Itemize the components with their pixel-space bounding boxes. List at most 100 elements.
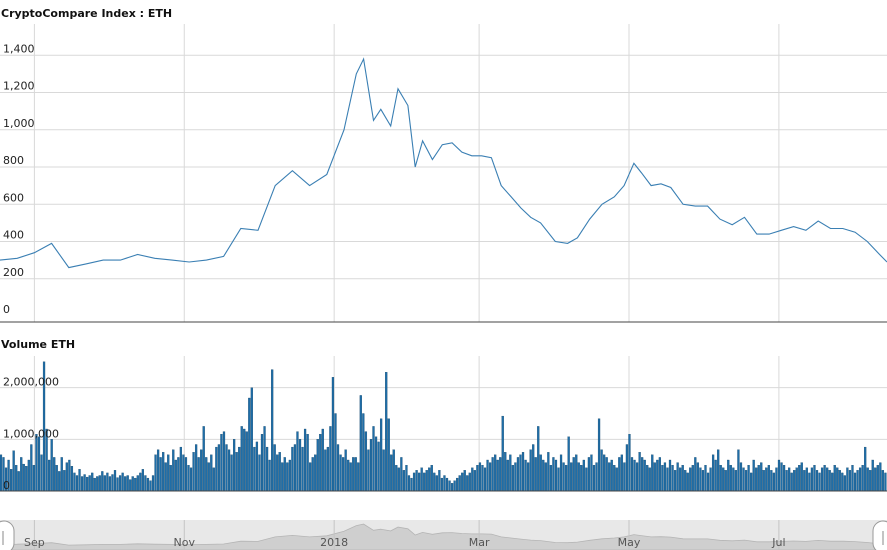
volume-bar [463, 470, 466, 492]
volume-bar [592, 465, 596, 492]
volume-bar [227, 449, 231, 492]
volume-bar [334, 413, 337, 492]
volume-bar [643, 459, 646, 492]
volume-bar [782, 465, 786, 492]
volume-bar [620, 454, 623, 492]
volume-bar [250, 387, 253, 492]
volume-bar [600, 449, 603, 492]
volume-bar [116, 477, 119, 492]
volume-bar [212, 467, 215, 492]
volume-bar [232, 439, 236, 492]
volume-bar [215, 446, 218, 492]
volume-bar [326, 446, 330, 492]
volume-bar [364, 431, 368, 492]
volume-bar [156, 449, 160, 492]
volume-bar [440, 477, 444, 492]
volume-bar [547, 452, 550, 492]
volume-bar [871, 459, 874, 492]
volume-bar [846, 467, 849, 492]
volume-bar [691, 465, 694, 492]
volume-bar [567, 436, 570, 492]
volume-bar [777, 459, 781, 492]
volume-bar [86, 476, 89, 492]
volume-bar [53, 457, 56, 492]
volume-bar [706, 472, 710, 492]
volume-bar [719, 465, 722, 492]
volume-bar [98, 475, 101, 492]
volume-bar [283, 457, 286, 492]
volume-bar [96, 476, 99, 492]
volume-bar [684, 470, 687, 492]
range-navigator[interactable]: Sep Nov 2018 Mar May Jul [0, 520, 887, 550]
volume-y-tick-label: 1,000,000 [3, 427, 59, 440]
volume-bar [443, 475, 446, 492]
volume-bar [202, 426, 205, 492]
volume-bar [316, 439, 319, 492]
volume-bar [772, 472, 776, 492]
volume-bar [220, 434, 223, 492]
volume-bar [752, 459, 755, 492]
volume-bar [532, 444, 535, 492]
volume-bar [108, 476, 112, 492]
volume-bar [501, 415, 504, 492]
volume-bar [230, 454, 233, 492]
volume-bar [27, 459, 30, 492]
volume-bar [820, 467, 824, 492]
volume-bar [430, 465, 433, 492]
volume-bar [377, 441, 380, 492]
volume-bar [412, 472, 416, 492]
volume-bar [458, 475, 461, 492]
volume-bar [709, 467, 712, 492]
volume-bar [879, 462, 882, 492]
volume-bar [253, 446, 256, 492]
volume-bar [671, 465, 674, 492]
volume-bar [0, 454, 3, 492]
volume-bar [499, 457, 502, 492]
volume-bar [329, 426, 332, 492]
volume-bar [265, 446, 269, 492]
volume-bar [93, 477, 96, 492]
volume-bar [268, 459, 271, 492]
volume-bar [341, 457, 345, 492]
navigator-left-handle[interactable] [0, 520, 15, 550]
volume-bar [823, 465, 826, 492]
volume-bar [534, 457, 537, 492]
volume-bar [402, 470, 406, 492]
volume-bar [843, 475, 846, 492]
volume-bar [785, 470, 788, 492]
volume-bar [118, 475, 122, 492]
volume-bar [696, 462, 700, 492]
volume-bar [575, 454, 578, 492]
volume-bar [106, 472, 109, 492]
volume-bar [151, 475, 155, 492]
navigator-x-tick-label: Jul [771, 536, 785, 549]
volume-bar [174, 459, 177, 492]
volume-bar [321, 428, 324, 492]
volume-bar [488, 462, 492, 492]
volume-bar [15, 465, 18, 492]
volume-bar [476, 465, 479, 492]
navigator-right-handle[interactable] [872, 520, 887, 550]
volume-bar [635, 462, 639, 492]
volume-bar [836, 467, 839, 492]
volume-bar [75, 475, 79, 492]
volume-bar [651, 454, 654, 492]
price-plot-area [0, 24, 887, 322]
volume-bar [448, 480, 451, 492]
volume-bar [711, 454, 715, 492]
volume-bar [238, 446, 241, 492]
volume-bar [757, 465, 760, 492]
volume-bar [303, 428, 307, 492]
volume-bar [309, 462, 312, 492]
volume-bar [724, 470, 727, 492]
volume-y-tick-label: 0 [3, 479, 10, 492]
volume-bar [182, 454, 185, 492]
volume-bar [795, 467, 798, 492]
volume-bar [37, 436, 41, 492]
volume-bar [129, 479, 132, 492]
volume-bar [392, 449, 395, 492]
volume-bar [48, 459, 51, 492]
volume-bar [200, 449, 203, 492]
volume-bar [438, 470, 441, 492]
